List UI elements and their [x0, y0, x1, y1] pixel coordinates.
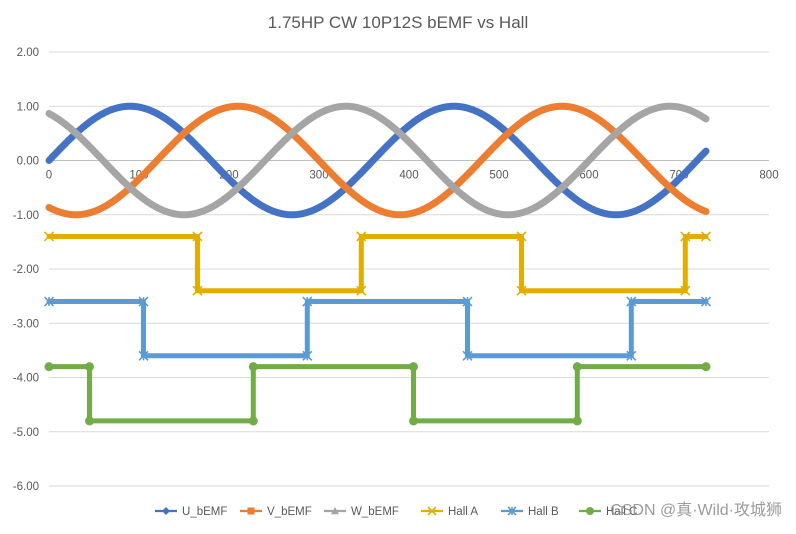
data-point [192, 231, 203, 242]
data-point [680, 231, 691, 242]
legend-label: Hall A [448, 506, 478, 518]
legend-marker [586, 507, 594, 515]
series-line [46, 233, 709, 294]
data-point [302, 350, 313, 361]
x-tick-label: 800 [759, 170, 778, 182]
data-point [462, 296, 473, 307]
data-point [700, 296, 712, 307]
legend-marker [162, 507, 170, 515]
x-tick-label: 600 [579, 170, 598, 182]
data-point [138, 350, 149, 361]
data-point [700, 231, 712, 242]
data-point [701, 362, 711, 372]
legend-label: Hall C [606, 506, 637, 518]
x-tick-label: 300 [309, 170, 328, 182]
series-u-bemf [45, 102, 710, 219]
watermark-text: CSDN @真·Wild·攻城狮 [610, 501, 782, 519]
legend-marker [331, 507, 339, 515]
data-point [43, 296, 55, 307]
legend: U_bEMF V_bEMF W_bEMF Hall A Hall B Hall C [155, 506, 637, 518]
series-line [46, 364, 709, 424]
legend-item: Hall C [579, 506, 637, 518]
x-tick-label: 400 [399, 170, 418, 182]
y-tick-label: -6.00 [13, 481, 39, 493]
series-w-bemf [45, 102, 710, 219]
plot-series [43, 102, 712, 426]
series-hall-a [43, 231, 712, 296]
legend-label: W_bEMF [351, 506, 399, 518]
legend-item: V_bEMF [240, 506, 312, 518]
x-tick-label: 0 [46, 170, 52, 182]
series-hall-c [44, 362, 711, 426]
legend-item: Hall A [421, 506, 478, 518]
data-point [302, 296, 313, 307]
data-point [192, 285, 203, 296]
data-point [356, 285, 367, 296]
data-point [626, 296, 637, 307]
series-hall-b [43, 296, 712, 361]
y-tick-label: 2.00 [17, 47, 39, 59]
series-line [45, 102, 710, 219]
data-point [85, 362, 94, 372]
legend-marker [427, 506, 437, 516]
data-point [409, 362, 418, 372]
legend-label: Hall B [528, 506, 559, 518]
data-point [409, 416, 418, 426]
y-tick-label: -4.00 [13, 373, 39, 385]
data-point [248, 416, 258, 426]
y-tick-label: -1.00 [13, 210, 39, 222]
legend-label: V_bEMF [267, 506, 312, 518]
data-point [626, 350, 637, 361]
data-point [44, 362, 54, 372]
data-point [356, 231, 367, 242]
series-line [45, 102, 710, 219]
data-point [572, 362, 582, 372]
data-point [138, 296, 149, 307]
series-v-bemf [45, 102, 710, 219]
chart-title: 1.75HP CW 10P12S bEMF vs Hall [268, 13, 528, 32]
y-axis-ticks: 2.00 1.00 0.00 -1.00 -2.00 -3.00 -4.00 -5.00 -6.… [13, 47, 39, 493]
y-tick-label: 0.00 [17, 156, 39, 168]
data-point [680, 285, 691, 296]
series-line [46, 299, 709, 359]
y-tick-label: -3.00 [13, 318, 39, 330]
data-point [516, 231, 527, 242]
legend-item: U_bEMF [155, 506, 227, 518]
legend-item: W_bEMF [324, 506, 399, 518]
legend-marker [507, 506, 517, 516]
legend-marker [247, 507, 255, 515]
legend-item: Hall B [501, 506, 559, 518]
data-point [516, 285, 527, 296]
data-point [248, 362, 258, 372]
series-line [45, 102, 710, 219]
data-point [43, 231, 55, 242]
data-point [462, 350, 473, 361]
data-point [572, 416, 582, 426]
y-tick-label: -2.00 [13, 264, 39, 276]
data-point [85, 416, 94, 426]
y-tick-label: 1.00 [17, 101, 39, 113]
legend-label: U_bEMF [182, 506, 227, 518]
y-tick-label: -5.00 [13, 427, 39, 439]
x-tick-label: 500 [489, 170, 508, 182]
